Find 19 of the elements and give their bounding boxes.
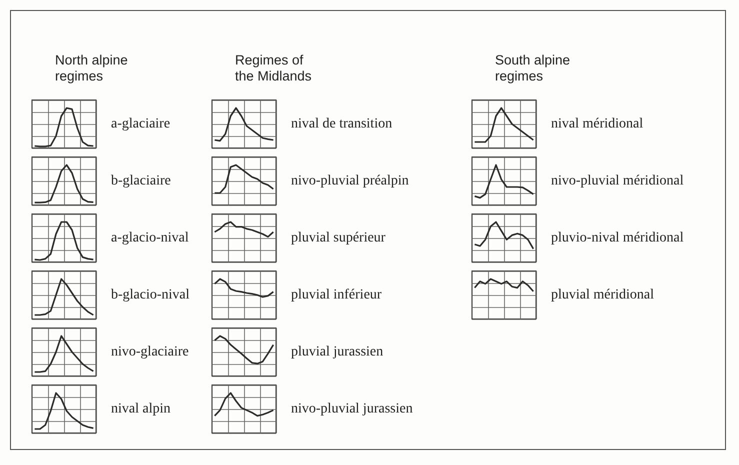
text: South alpine regimes bbox=[495, 52, 570, 84]
series-label: nival alpin bbox=[111, 402, 170, 416]
series-label: nival de transition bbox=[291, 116, 392, 132]
series-label: pluvial méridional bbox=[551, 288, 654, 302]
text: North alpine regimes bbox=[55, 52, 128, 84]
series-label: a-glacio-nival bbox=[111, 230, 189, 246]
series-label: nivo-pluvial préalpin bbox=[291, 174, 409, 188]
series-label: b-glaciaire bbox=[111, 174, 171, 188]
text: Regimes of the Midlands bbox=[235, 52, 312, 84]
series-label: b-glacio-nival bbox=[111, 288, 190, 302]
series-label: pluvial supérieur bbox=[291, 230, 386, 246]
series-label: pluvio-nival méridional bbox=[551, 230, 684, 246]
series-label: nivo-pluvial méridional bbox=[551, 174, 684, 188]
series-label: a-glaciaire bbox=[111, 116, 170, 132]
series-label: nival méridional bbox=[551, 116, 644, 132]
series-label: pluvial jurassien bbox=[291, 344, 384, 360]
series-label: pluvial inférieur bbox=[291, 288, 382, 302]
series-label: nivo-glaciaire bbox=[111, 344, 189, 360]
series-label: nivo-pluvial jurassien bbox=[291, 402, 413, 416]
